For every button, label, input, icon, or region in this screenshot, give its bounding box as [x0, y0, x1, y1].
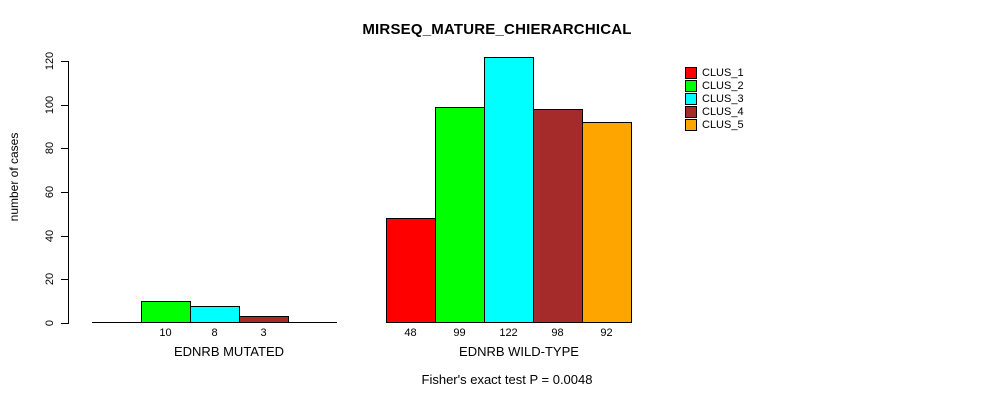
bar-value-label: 3 [260, 327, 267, 339]
y-axis-tick-label: 100 [44, 95, 56, 115]
legend-swatch-clus_1 [685, 67, 697, 79]
bar-clus_3 [484, 57, 534, 323]
y-axis-tick [61, 61, 68, 62]
bar-clus_2 [141, 301, 191, 323]
legend-swatch-clus_2 [685, 80, 697, 92]
bar-clus_5 [582, 122, 632, 323]
y-axis-tick-label: 20 [44, 272, 56, 286]
bar-value-label: 92 [600, 327, 613, 339]
bar-value-label: 8 [211, 327, 218, 339]
legend-label: CLUS_3 [702, 93, 744, 105]
y-axis-tick [61, 105, 68, 106]
y-axis-tick-label: 80 [44, 141, 56, 155]
bar-value-label: 48 [404, 327, 417, 339]
y-axis-tick-label: 120 [44, 51, 56, 71]
bar-clus_3 [190, 306, 240, 323]
y-axis-tick [61, 236, 68, 237]
bar-value-label: 122 [499, 327, 518, 339]
legend-swatch-clus_3 [685, 93, 697, 105]
y-axis-tick [61, 323, 68, 324]
bar-clus_2 [435, 107, 485, 323]
legend-label: CLUS_1 [702, 67, 744, 79]
legend-label: CLUS_4 [702, 106, 744, 118]
y-axis-tick [61, 192, 68, 193]
bar-clus_4 [239, 316, 289, 323]
legend-label: CLUS_2 [702, 80, 744, 92]
legend-swatch-clus_4 [685, 106, 697, 118]
legend-label: CLUS_5 [702, 119, 744, 131]
pvalue-annotation: Fisher's exact test P = 0.0048 [421, 372, 593, 387]
bar-clus_1 [386, 218, 436, 323]
y-axis-tick-label: 0 [44, 319, 56, 327]
x-axis-group-label-wildtype: EDNRB WILD-TYPE [459, 344, 579, 359]
bar-clus_4 [533, 109, 583, 323]
y-axis-tick-label: 60 [44, 185, 56, 199]
y-axis-line [68, 61, 69, 324]
chart-title: MIRSEQ_MATURE_CHIERARCHICAL [362, 21, 632, 38]
bar-value-label: 98 [551, 327, 564, 339]
legend-swatch-clus_5 [685, 119, 697, 131]
bar-value-label: 10 [159, 327, 172, 339]
y-axis-title: number of cases [7, 132, 21, 222]
x-axis-group-label-mutated: EDNRB MUTATED [173, 344, 285, 359]
y-axis-tick [61, 279, 68, 280]
y-axis-tick [61, 148, 68, 149]
y-axis-tick-label: 40 [44, 229, 56, 243]
bar-value-label: 99 [453, 327, 466, 339]
